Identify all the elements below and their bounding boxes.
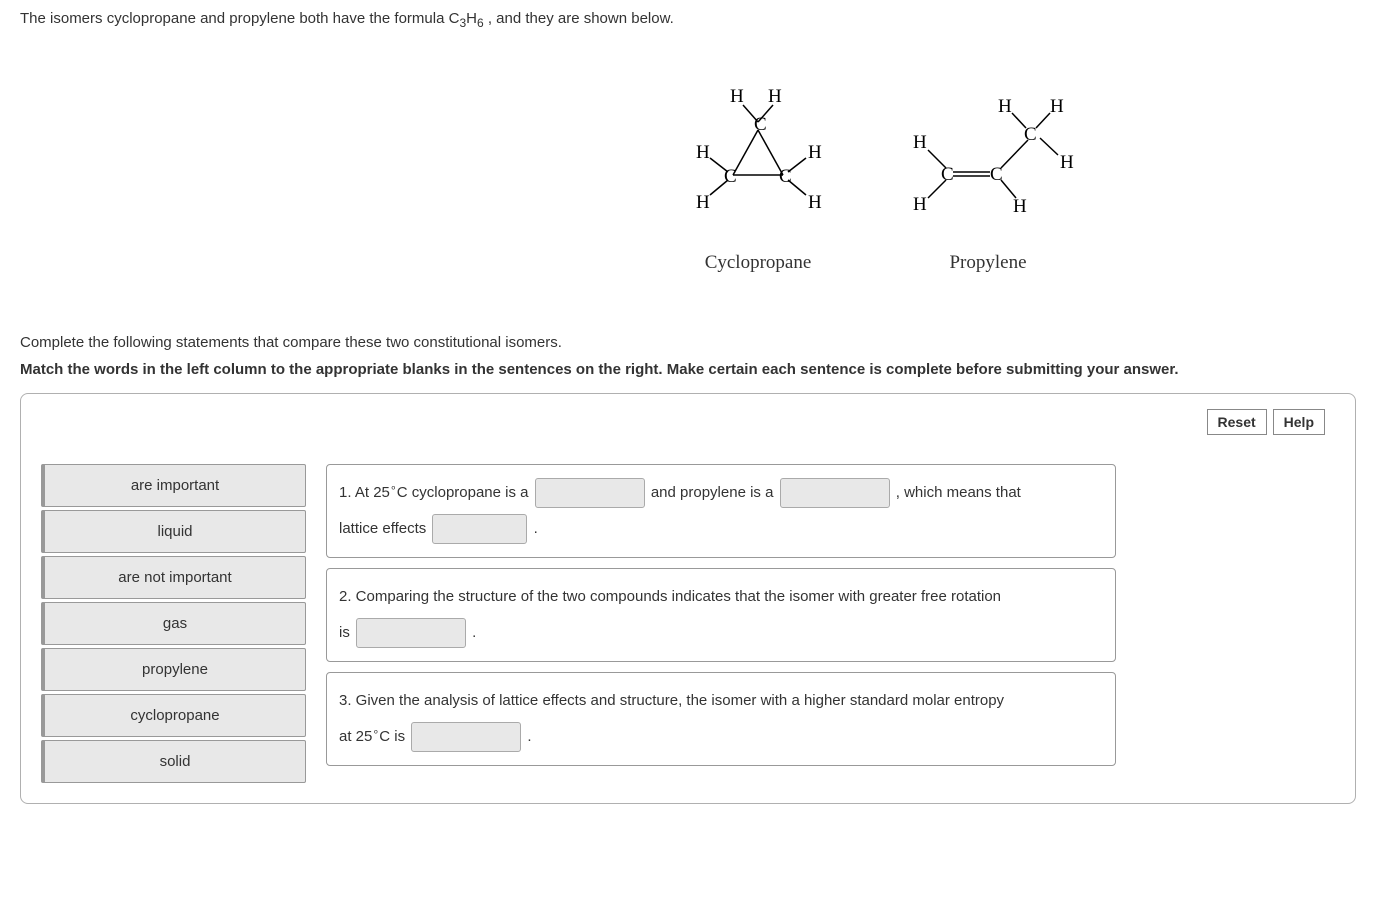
propylene-label: Propylene	[888, 252, 1088, 274]
word-item[interactable]: gas	[41, 602, 306, 645]
question-line2: Match the words in the left column to th…	[20, 361, 1356, 378]
word-item[interactable]: propylene	[41, 648, 306, 691]
cyclopropane-molecule: C C C H H H H H H Cyclopropane	[668, 80, 848, 274]
svg-text:H: H	[913, 194, 927, 215]
word-item[interactable]: cyclopropane	[41, 694, 306, 737]
drop-blank[interactable]	[411, 722, 521, 752]
svg-text:H: H	[1013, 196, 1027, 217]
svg-text:C: C	[754, 114, 767, 135]
propylene-svg: C C C H H H H H H	[888, 80, 1088, 240]
svg-text:C: C	[724, 166, 737, 187]
s2-text: .	[468, 624, 476, 641]
s3-text: at 25	[339, 728, 372, 745]
reset-button[interactable]: Reset	[1207, 409, 1267, 435]
drop-blank[interactable]	[780, 478, 890, 508]
statement-3: 3. Given the analysis of lattice effects…	[326, 672, 1116, 766]
statements-area: 1. At 25∘C cyclopropane is a and propyle…	[326, 464, 1116, 783]
word-item[interactable]: solid	[41, 740, 306, 783]
word-item[interactable]: liquid	[41, 510, 306, 553]
answer-panel: Reset Help are important liquid are not …	[20, 393, 1356, 804]
svg-text:H: H	[998, 96, 1012, 117]
formula-h: H	[466, 10, 477, 27]
cyclopropane-svg: C C C H H H H H H	[668, 80, 848, 240]
statement-1: 1. At 25∘C cyclopropane is a and propyle…	[326, 464, 1116, 558]
intro-prefix: The isomers cyclopropane and propylene b…	[20, 10, 449, 27]
svg-text:H: H	[913, 132, 927, 153]
svg-text:H: H	[808, 192, 822, 213]
intro-text: The isomers cyclopropane and propylene b…	[20, 10, 1356, 30]
s1-text: lattice effects	[339, 520, 430, 537]
intro-suffix: , and they are shown below.	[484, 10, 674, 27]
word-item[interactable]: are not important	[41, 556, 306, 599]
s3-text: .	[523, 728, 531, 745]
formula-sub2: 6	[477, 16, 484, 30]
propylene-molecule: C C C H H H H H H Propylene	[888, 80, 1088, 274]
statement-2: 2. Comparing the structure of the two co…	[326, 568, 1116, 662]
drop-blank[interactable]	[535, 478, 645, 508]
svg-text:H: H	[730, 86, 744, 107]
drop-blank[interactable]	[432, 514, 527, 544]
svg-text:H: H	[696, 142, 710, 163]
drop-blank[interactable]	[356, 618, 466, 648]
svg-text:H: H	[1060, 152, 1074, 173]
cyclopropane-label: Cyclopropane	[668, 252, 848, 274]
svg-text:H: H	[1050, 96, 1064, 117]
s1-text: .	[529, 520, 537, 537]
s3-text: 3. Given the analysis of lattice effects…	[339, 692, 1004, 709]
help-button[interactable]: Help	[1273, 409, 1325, 435]
panel-buttons: Reset Help	[1207, 409, 1325, 435]
panel-content: are important liquid are not important g…	[41, 464, 1335, 783]
svg-text:H: H	[808, 142, 822, 163]
svg-text:C: C	[990, 164, 1003, 185]
svg-text:C: C	[779, 166, 792, 187]
svg-text:H: H	[696, 192, 710, 213]
svg-text:C: C	[941, 164, 954, 185]
s2-text: is	[339, 624, 354, 641]
svg-text:C: C	[1024, 124, 1037, 145]
word-item[interactable]: are important	[41, 464, 306, 507]
s1-text: C cyclopropane is a	[397, 484, 533, 501]
s3-text: C is	[379, 728, 409, 745]
question-line1: Complete the following statements that c…	[20, 334, 1356, 351]
s1-text: , which means that	[892, 484, 1021, 501]
degree-symbol: ∘	[390, 482, 397, 494]
svg-text:H: H	[768, 86, 782, 107]
s1-text: 1. At 25	[339, 484, 390, 501]
s2-text: 2. Comparing the structure of the two co…	[339, 588, 1001, 605]
formula-c: C	[449, 10, 460, 27]
word-bank: are important liquid are not important g…	[41, 464, 306, 783]
molecule-diagrams: C C C H H H H H H Cyclopropane	[20, 40, 1356, 304]
s1-text: and propylene is a	[647, 484, 778, 501]
